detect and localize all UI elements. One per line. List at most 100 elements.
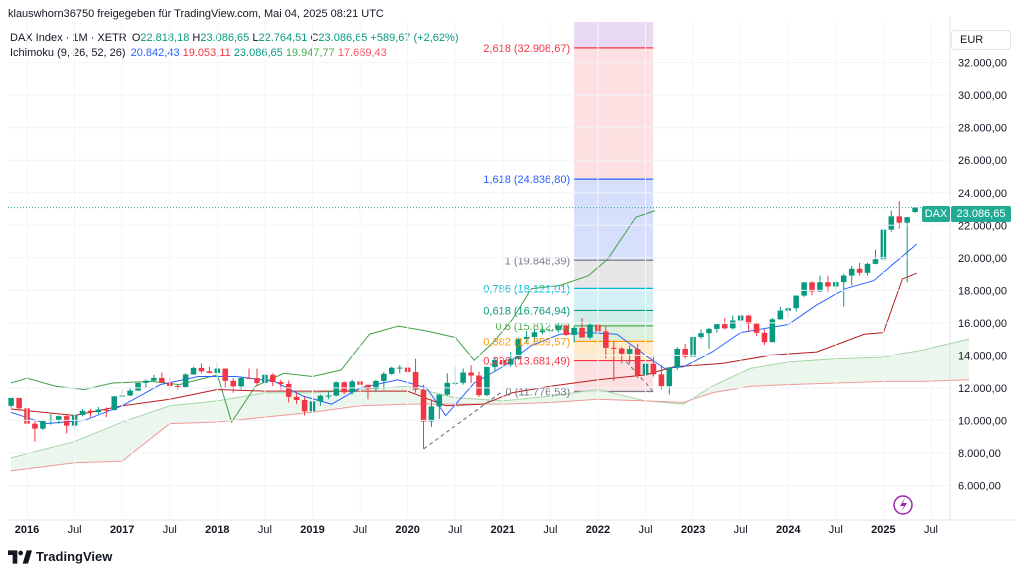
candle-body bbox=[587, 324, 593, 338]
candle-body bbox=[388, 367, 395, 374]
x-tick-label: Jul bbox=[163, 524, 177, 536]
candle-body bbox=[238, 377, 244, 387]
candle-body bbox=[341, 382, 347, 393]
x-tick-label: 2017 bbox=[110, 524, 134, 536]
symbol-title[interactable]: DAX Index · 1M · XETR bbox=[10, 32, 127, 44]
y-tick-label: 18.000,00 bbox=[958, 285, 1007, 297]
fib-level-label: 1,618 (24.836,80) bbox=[483, 174, 570, 186]
candle-body bbox=[809, 282, 815, 292]
x-tick-label: 2016 bbox=[15, 524, 39, 536]
candle-body bbox=[706, 328, 712, 334]
x-tick-label: 2018 bbox=[205, 524, 229, 536]
candle-body bbox=[729, 320, 736, 329]
x-tick-label: Jul bbox=[258, 524, 272, 536]
fib-labels: 0 (11.776,53) 0,236 (13.681,49) 0,382 (14.… bbox=[483, 43, 570, 399]
fib-level-label: 0 (11.776,53) bbox=[506, 387, 571, 399]
fib-level-label: 0,5 (15.812,66) bbox=[496, 321, 571, 333]
chikou-value: 23.086,65 bbox=[233, 47, 283, 59]
flash-icon[interactable] bbox=[893, 495, 913, 515]
fib-zone bbox=[574, 310, 654, 326]
fib-level-label: 0,786 (18.121,01) bbox=[483, 283, 570, 295]
tenkan-value: 20.842,43 bbox=[130, 47, 180, 59]
legend-row-ichimoku: Ichimoku (9, 26, 52, 26) 20.842,43 19.05… bbox=[10, 46, 459, 61]
candle-body bbox=[8, 397, 14, 406]
legend: DAX Index · 1M · XETR O22.818,18 H23.086… bbox=[10, 31, 459, 61]
candle-body bbox=[650, 363, 657, 375]
fib-retracement[interactable] bbox=[574, 22, 654, 393]
candle-body bbox=[801, 282, 807, 296]
y-tick-label: 20.000,00 bbox=[958, 253, 1007, 265]
x-tick-label: 2022 bbox=[586, 524, 610, 536]
candle-body bbox=[301, 399, 308, 412]
fib-level-label: 0,236 (13.681,49) bbox=[483, 356, 570, 368]
candle-body bbox=[444, 382, 451, 395]
candle-body bbox=[381, 373, 387, 381]
y-tick-label: 30.000,00 bbox=[958, 90, 1007, 102]
candle-body bbox=[912, 207, 918, 212]
candle-body bbox=[190, 367, 197, 375]
x-tick-label: 2021 bbox=[491, 524, 515, 536]
axes: 32.000,00 30.000,00 28.000,00 26.000,00 24.0… bbox=[8, 16, 1016, 536]
candle-body bbox=[111, 396, 118, 411]
fib-level-label: 1 (19.848,39) bbox=[505, 255, 570, 267]
y-tick-label: 22.000,00 bbox=[958, 220, 1007, 232]
candle-body bbox=[761, 332, 768, 343]
candle-body bbox=[412, 371, 419, 390]
ichimoku-title[interactable]: Ichimoku (9, 26, 52, 26) bbox=[10, 47, 126, 59]
trend-line bbox=[423, 390, 504, 450]
x-tick-label: Jul bbox=[924, 524, 938, 536]
y-tick-label: 28.000,00 bbox=[958, 123, 1007, 135]
candle-body bbox=[373, 380, 379, 389]
symbol-tag: DAX bbox=[922, 206, 950, 222]
candle-body bbox=[523, 336, 530, 339]
last-price-tag: 23.086,65 bbox=[951, 206, 1011, 222]
candle-body bbox=[856, 268, 863, 273]
footer-brand[interactable]: TradingView bbox=[8, 549, 112, 564]
candle-body bbox=[825, 282, 831, 287]
low-value: 22.764,51 bbox=[258, 32, 308, 44]
ichimoku-cloud bbox=[10, 338, 970, 472]
y-tick-label: 14.000,00 bbox=[958, 350, 1007, 362]
candle-body bbox=[95, 409, 102, 413]
candle-body bbox=[492, 359, 498, 367]
x-tick-label: Jul bbox=[829, 524, 843, 536]
fib-level-label: 0,618 (16.764,94) bbox=[483, 305, 570, 317]
cloud-area bbox=[10, 339, 970, 471]
x-tick-label: 2020 bbox=[395, 524, 419, 536]
span-b-line bbox=[10, 379, 970, 472]
candle-body bbox=[658, 374, 665, 387]
span-a-line bbox=[10, 338, 970, 459]
x-tick-label: 2019 bbox=[300, 524, 324, 536]
x-tick-label: Jul bbox=[353, 524, 367, 536]
span-b-value: 17.669,43 bbox=[337, 47, 387, 59]
y-tick-label: 8.000,00 bbox=[958, 448, 1001, 460]
candle-body bbox=[817, 282, 823, 292]
candle-body bbox=[484, 366, 490, 396]
legend-row-price: DAX Index · 1M · XETR O22.818,18 H23.086… bbox=[10, 31, 459, 46]
fib-level-label: 2,618 (32.908,67) bbox=[483, 43, 570, 55]
x-tick-label: Jul bbox=[543, 524, 557, 536]
candle-body bbox=[872, 259, 879, 264]
currency-button[interactable]: EUR bbox=[951, 30, 1011, 50]
candle-body bbox=[864, 263, 871, 273]
candle-body bbox=[79, 410, 86, 415]
y-tick-label: 10.000,00 bbox=[958, 415, 1007, 427]
fib-zone bbox=[574, 260, 654, 289]
tenkan-line bbox=[10, 243, 918, 425]
candle-body bbox=[571, 327, 577, 335]
close-label: C bbox=[310, 32, 319, 44]
candle-body bbox=[198, 367, 205, 372]
candle-body bbox=[230, 380, 236, 387]
open-value: 22.818,18 bbox=[140, 32, 190, 44]
candle-body bbox=[579, 327, 585, 338]
y-tick-label: 6.000,00 bbox=[958, 480, 1001, 492]
fib-zone bbox=[574, 47, 654, 180]
candle-body bbox=[888, 216, 895, 230]
candle-body bbox=[293, 396, 300, 400]
kijun-line bbox=[10, 272, 917, 417]
tradingview-logo-icon bbox=[8, 549, 32, 564]
candle-body bbox=[16, 397, 22, 409]
change-value: +589,67 (+2,62%) bbox=[370, 32, 459, 44]
candle-body bbox=[563, 325, 570, 335]
